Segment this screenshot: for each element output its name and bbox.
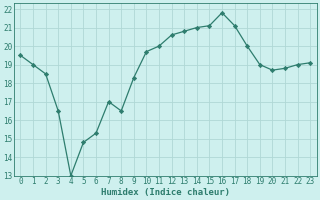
X-axis label: Humidex (Indice chaleur): Humidex (Indice chaleur) <box>101 188 230 197</box>
